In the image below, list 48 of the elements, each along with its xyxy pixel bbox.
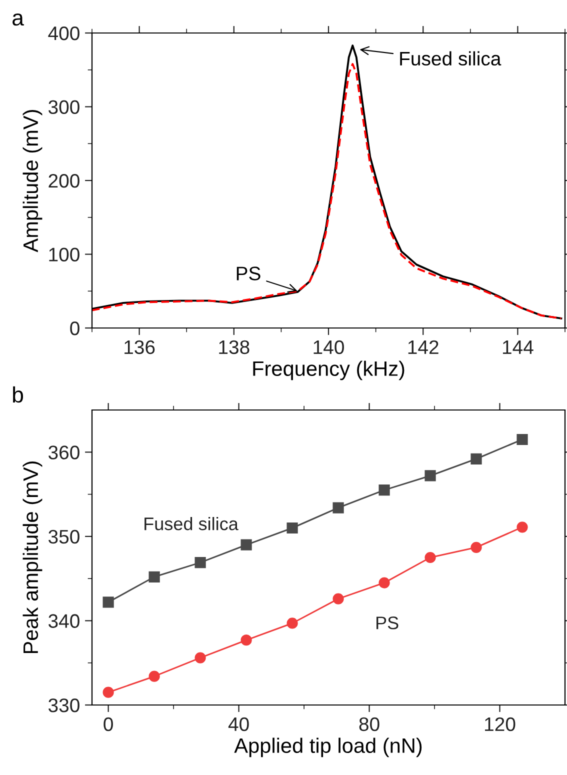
x-axis-title: Applied tip load (nN) bbox=[234, 738, 422, 758]
x-tick-label: 136 bbox=[124, 340, 155, 354]
y-tick-label: 340 bbox=[48, 614, 80, 628]
x-tick-label: 142 bbox=[408, 340, 438, 354]
y-axis-title: Peak amplitude (mV) bbox=[22, 462, 42, 654]
y-tick-label: 0 bbox=[70, 321, 80, 336]
point bbox=[148, 571, 160, 582]
x-tick-label: 40 bbox=[228, 717, 249, 732]
y-tick-label: 200 bbox=[48, 174, 80, 188]
x-tick-label: 120 bbox=[485, 717, 516, 732]
x-tick-label: 140 bbox=[314, 340, 344, 354]
point bbox=[378, 484, 390, 496]
x-tick-label: 138 bbox=[219, 340, 250, 354]
point bbox=[194, 557, 206, 568]
point bbox=[240, 539, 252, 550]
point bbox=[102, 686, 114, 698]
series-label: Fused silica bbox=[144, 516, 238, 530]
point bbox=[516, 434, 528, 446]
point bbox=[470, 453, 482, 464]
chart-title: b bbox=[13, 386, 24, 403]
y-tick-label: 100 bbox=[49, 248, 80, 262]
chart-title: a bbox=[12, 13, 24, 26]
y-tick-label: 350 bbox=[48, 530, 80, 544]
x-tick-label: 0 bbox=[104, 717, 113, 732]
point bbox=[424, 552, 436, 564]
point bbox=[240, 634, 252, 646]
point bbox=[332, 502, 344, 514]
y-tick-label: 300 bbox=[48, 100, 80, 114]
annotation: PS bbox=[236, 266, 260, 280]
point bbox=[286, 618, 298, 629]
point bbox=[286, 522, 298, 534]
point bbox=[470, 542, 482, 553]
point bbox=[102, 596, 114, 608]
point bbox=[424, 470, 436, 482]
point bbox=[332, 593, 344, 604]
point bbox=[378, 577, 390, 588]
x-tick-label: 80 bbox=[359, 717, 380, 732]
x-axis-title: Frequency (kHz) bbox=[253, 360, 404, 380]
point bbox=[516, 522, 528, 533]
point bbox=[194, 652, 206, 664]
series-label: PS bbox=[376, 616, 398, 630]
y-axis-title: Amplitude (mV) bbox=[22, 110, 42, 252]
point bbox=[148, 670, 160, 682]
y-tick-label: 360 bbox=[48, 446, 80, 460]
y-tick-label: 330 bbox=[48, 698, 80, 712]
x-tick-label: 144 bbox=[502, 340, 534, 354]
annotation: Fused silica bbox=[400, 51, 502, 66]
y-tick-label: 400 bbox=[48, 26, 80, 40]
